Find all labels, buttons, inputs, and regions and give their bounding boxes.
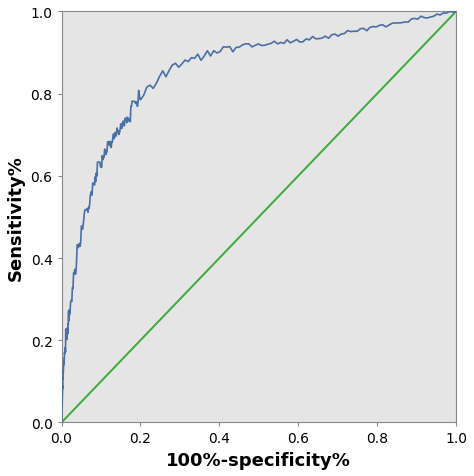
Y-axis label: Sensitivity%: Sensitivity%	[7, 155, 25, 280]
X-axis label: 100%-specificity%: 100%-specificity%	[166, 451, 351, 469]
